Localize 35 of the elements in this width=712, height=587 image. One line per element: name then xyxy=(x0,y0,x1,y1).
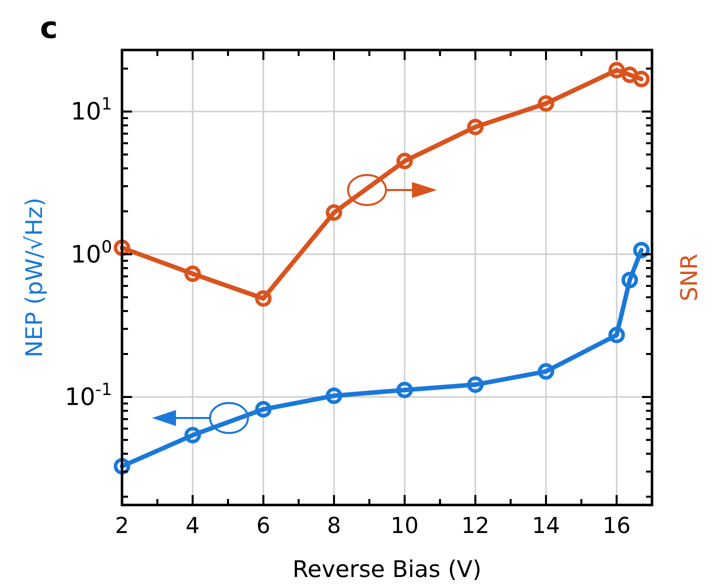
point xyxy=(255,401,272,418)
y-axis-title: NEP (pW/√Hz) xyxy=(22,198,48,358)
point xyxy=(114,458,130,475)
x-tick-label: 10 xyxy=(390,514,419,539)
x-tick-label: 16 xyxy=(602,514,631,539)
y-tick-label: 10$^{1}$ xyxy=(70,94,112,126)
x-tick-label: 14 xyxy=(532,514,560,539)
point xyxy=(396,152,413,170)
point xyxy=(114,240,130,256)
y2-axis-title: SNR xyxy=(677,254,703,302)
point xyxy=(396,382,413,398)
chart-title: c xyxy=(40,11,58,46)
x-tick-label: 4 xyxy=(186,514,200,539)
point xyxy=(608,62,625,78)
x-tick-label: 6 xyxy=(256,514,270,539)
point xyxy=(538,363,554,380)
x-axis-title: Reverse Bias (V) xyxy=(292,557,482,583)
point xyxy=(621,272,638,288)
point xyxy=(538,95,554,112)
y-tick-label: 10$^{0}$ xyxy=(70,236,112,268)
point xyxy=(326,204,342,221)
y-tick-label: 10$^{-1}$ xyxy=(64,378,112,411)
point xyxy=(608,326,625,344)
point xyxy=(621,66,638,84)
point xyxy=(633,70,650,88)
point xyxy=(184,266,201,282)
x-tick-label: 12 xyxy=(461,514,490,539)
x-tick-label: 2 xyxy=(115,514,129,539)
point xyxy=(255,290,272,307)
point xyxy=(633,242,650,258)
point xyxy=(467,118,484,136)
point xyxy=(326,388,342,404)
x-tick-label: 8 xyxy=(327,514,341,539)
point xyxy=(184,426,201,444)
point xyxy=(467,376,484,393)
